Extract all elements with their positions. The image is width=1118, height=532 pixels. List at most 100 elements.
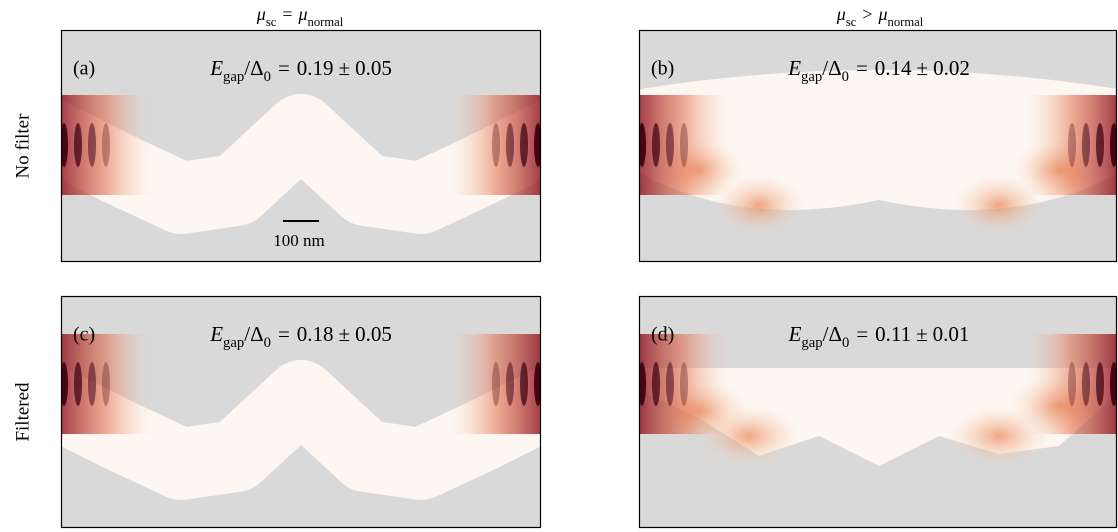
subscript: gap <box>223 69 244 85</box>
panel-label: (c) <box>73 324 95 346</box>
stripe <box>88 362 96 406</box>
math-text: E <box>209 56 223 80</box>
stripe <box>639 362 646 406</box>
stripe <box>88 123 96 167</box>
stripe <box>506 362 514 406</box>
row-label: No filter <box>12 113 33 179</box>
math-text: = <box>856 56 868 80</box>
math-text: ± <box>916 322 928 346</box>
math-text: E <box>787 56 801 80</box>
stripe <box>534 123 541 167</box>
subscript: gap <box>223 335 244 351</box>
stripe <box>61 362 68 406</box>
panel-image <box>61 30 541 262</box>
math-text: 0.05 <box>355 322 392 346</box>
stripe <box>1068 123 1076 167</box>
subscript: gap <box>801 335 822 351</box>
math-text: μ <box>256 4 266 24</box>
math-text: = <box>278 56 290 80</box>
math-text: E <box>209 322 223 346</box>
math-text: 0.19 <box>297 56 334 80</box>
stripe <box>506 123 514 167</box>
panel-frame <box>638 29 1118 263</box>
stripe <box>74 123 82 167</box>
panel-label: (b) <box>651 58 674 80</box>
math-text: ± <box>339 322 351 346</box>
glow <box>954 175 1044 235</box>
panel-image <box>61 296 541 528</box>
math-text: Δ <box>828 322 842 346</box>
stripe <box>492 362 500 406</box>
panel-frame <box>638 295 1118 529</box>
math-text: 0.02 <box>933 56 970 80</box>
subscript: normal <box>888 15 924 29</box>
math-text: / <box>244 322 250 346</box>
column-title: μsc > μnormal <box>836 4 924 29</box>
stripe <box>520 123 528 167</box>
panel-image <box>639 296 1117 528</box>
math-text: > <box>862 4 872 24</box>
math-text: Δ <box>250 56 264 80</box>
stripe <box>666 123 674 167</box>
stripe <box>1096 362 1104 406</box>
math-text: / <box>823 322 829 346</box>
subscript: sc <box>846 15 857 29</box>
panel-label: (a) <box>73 58 95 80</box>
math-text: = <box>856 322 868 346</box>
panel-label: (d) <box>651 324 674 346</box>
subscript: normal <box>308 15 344 29</box>
math-text: 0.01 <box>933 322 970 346</box>
panel-image <box>639 30 1117 262</box>
stripe <box>492 123 500 167</box>
stripe <box>652 362 660 406</box>
gap-annotation: Egap/Δ0 = 0.19 ±0.05 <box>209 56 392 86</box>
gap-annotation: Egap/Δ0 = 0.14 ±0.02 <box>787 56 970 86</box>
panel-frame <box>60 29 542 263</box>
panel: (c) Egap/Δ0 = 0.18 ±0.05 <box>60 295 542 529</box>
stripe <box>1068 362 1076 406</box>
subscript: 0 <box>842 69 849 85</box>
math-text: 0.14 <box>875 56 912 80</box>
panel-frame <box>60 295 542 529</box>
subscript: 0 <box>264 335 271 351</box>
glow <box>714 175 804 235</box>
stripe <box>639 123 646 167</box>
math-text: 0.18 <box>297 322 334 346</box>
math-text: = <box>278 322 290 346</box>
panel: (b) Egap/Δ0 = 0.14 ±0.02 <box>638 29 1118 263</box>
math-text: / <box>244 56 250 80</box>
row-label: Filtered <box>12 382 33 442</box>
wire-region <box>639 70 1117 210</box>
stripe <box>520 362 528 406</box>
math-text: μ <box>877 4 887 24</box>
math-text: Δ <box>828 56 842 80</box>
subscript: gap <box>801 69 822 85</box>
gap-annotation: Egap/Δ0 = 0.18 ±0.05 <box>209 322 392 352</box>
column-title: μsc = μnormal <box>256 4 344 29</box>
wire-region <box>61 360 541 500</box>
gap-annotation: Egap/Δ0 = 0.11 ±0.01 <box>788 322 970 352</box>
math-text: E <box>788 322 802 346</box>
math-text: Δ <box>250 322 264 346</box>
math-text: ± <box>339 56 351 80</box>
math-text: / <box>822 56 828 80</box>
stripe <box>534 362 541 406</box>
stripe <box>680 123 688 167</box>
scale-bar-label: 100 nm <box>273 231 324 250</box>
stripe <box>666 362 674 406</box>
stripe <box>680 362 688 406</box>
math-text: = <box>282 4 292 24</box>
stripe <box>1082 123 1090 167</box>
math-text: 0.11 <box>875 322 911 346</box>
stripe <box>102 123 110 167</box>
subscript: 0 <box>264 69 271 85</box>
stripe <box>102 362 110 406</box>
panel: (d) Egap/Δ0 = 0.11 ±0.01 <box>638 295 1118 529</box>
stripe <box>1110 362 1117 406</box>
subscript: 0 <box>842 335 849 351</box>
math-text: ± <box>917 56 929 80</box>
stripe <box>61 123 68 167</box>
stripe <box>1082 362 1090 406</box>
stripe <box>1096 123 1104 167</box>
